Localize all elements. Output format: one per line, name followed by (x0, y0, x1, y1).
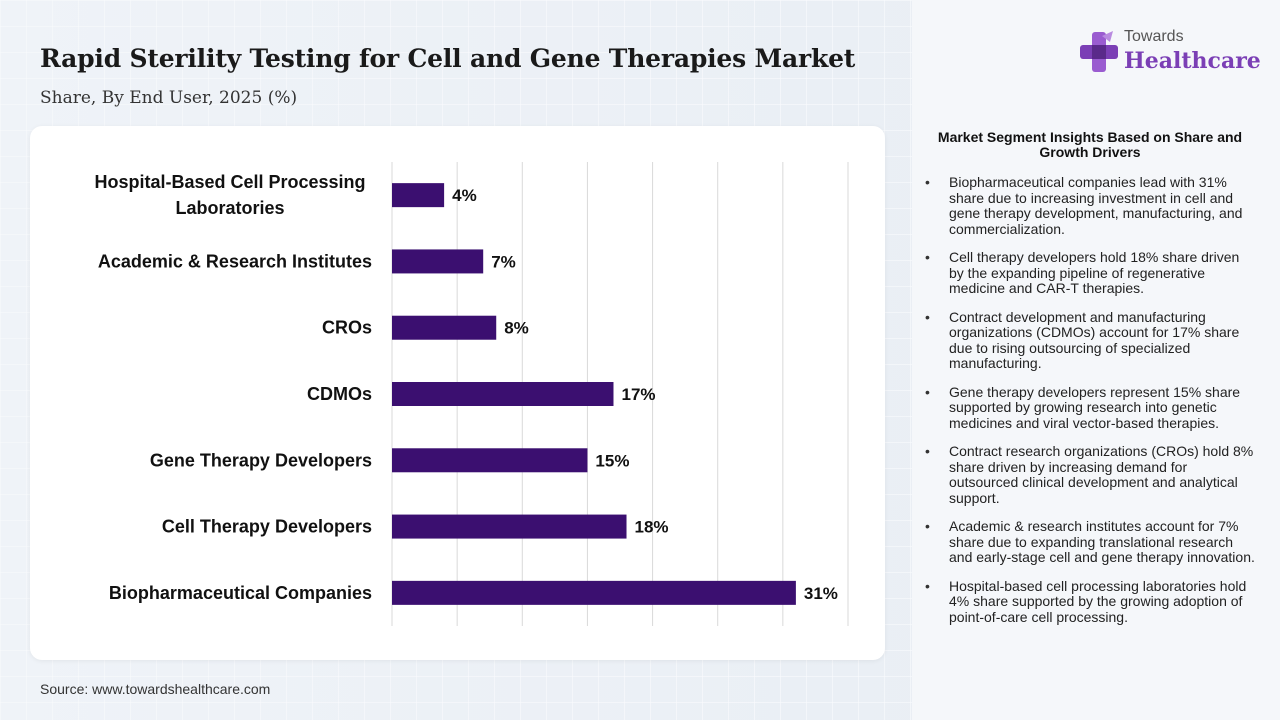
data-label: 18% (635, 518, 669, 537)
insight-item: Academic & research institutes account f… (925, 518, 1255, 566)
category-label: Gene Therapy Developers (150, 450, 372, 470)
bar (392, 514, 627, 539)
category-label: CROs (322, 318, 372, 338)
category-label: CDMOs (307, 384, 372, 404)
insight-item: Cell therapy developers hold 18% share d… (925, 249, 1255, 297)
insight-item: Gene therapy developers represent 15% sh… (925, 384, 1255, 432)
category-label: Laboratories (175, 198, 284, 218)
medical-cross-icon (1080, 31, 1118, 72)
logo-text-healthcare: Healthcare (1124, 48, 1261, 74)
data-label: 15% (595, 451, 629, 470)
bar (392, 315, 497, 340)
bar (392, 580, 796, 605)
chart-card: 4% Hospital-Based Cell Processing Laborato… (30, 126, 885, 660)
data-label: 7% (491, 252, 516, 271)
logo-text-towards: Towards (1124, 28, 1184, 45)
bar-chart: 4% Hospital-Based Cell Processing Laborato… (94, 162, 849, 626)
bar (392, 448, 588, 473)
insight-item: Contract development and manufacturing o… (925, 309, 1255, 372)
insights-list: Biopharmaceutical companies lead with 31… (925, 174, 1255, 638)
data-label: 4% (452, 186, 477, 205)
page-title: Rapid Sterility Testing for Cell and Gen… (40, 44, 856, 73)
category-label: Academic & Research Institutes (98, 251, 372, 271)
data-label: 31% (804, 584, 838, 603)
source-note: Source: www.towardshealthcare.com (40, 681, 271, 697)
page-subtitle: Share, By End User, 2025 (%) (40, 88, 298, 108)
brand-logo[interactable]: Towards Healthcare (1080, 28, 1261, 78)
data-label: 8% (504, 319, 529, 338)
category-label: Hospital-Based Cell Processing (94, 172, 365, 192)
data-label: 17% (621, 385, 655, 404)
bar (392, 249, 484, 274)
insights-heading: Market Segment Insights Based on Share a… (937, 129, 1243, 160)
bar (392, 382, 614, 406)
insight-item: Hospital-based cell processing laborator… (925, 578, 1255, 626)
category-label: Biopharmaceutical Companies (109, 583, 372, 603)
insight-item: Biopharmaceutical companies lead with 31… (925, 174, 1255, 237)
insight-item: Contract research organizations (CROs) h… (925, 443, 1255, 506)
bar (392, 183, 445, 208)
category-label: Cell Therapy Developers (162, 517, 372, 537)
